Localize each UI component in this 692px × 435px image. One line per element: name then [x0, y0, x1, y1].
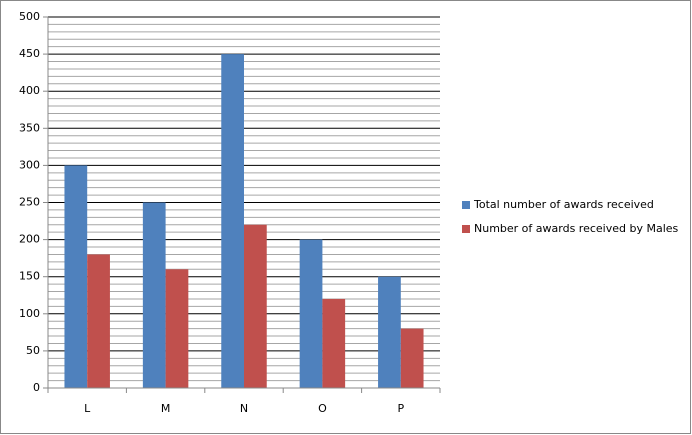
x-tick-label: O	[318, 402, 327, 415]
bar	[299, 239, 323, 388]
legend-label: Number of awards received by Males	[474, 222, 679, 235]
y-tick-label: 450	[19, 47, 40, 60]
y-tick-label: 350	[19, 121, 40, 134]
y-tick-label: 250	[19, 196, 40, 209]
y-tick-label: 100	[19, 307, 40, 320]
y-tick-label: 300	[19, 158, 40, 171]
y-tick-label: 0	[33, 381, 40, 394]
y-tick-label: 500	[19, 10, 40, 23]
legend-swatch	[462, 225, 470, 233]
bar	[142, 202, 166, 388]
legend-swatch	[462, 201, 470, 209]
y-tick-label: 150	[19, 270, 40, 283]
x-tick-label: N	[240, 402, 248, 415]
bar	[378, 276, 401, 388]
x-tick-label: P	[397, 402, 404, 415]
x-tick-label: L	[84, 402, 91, 415]
legend-label: Total number of awards received	[473, 198, 654, 211]
bar	[87, 254, 110, 388]
y-tick-label: 200	[19, 233, 40, 246]
bar	[221, 54, 244, 388]
bar	[322, 298, 346, 388]
bar	[64, 165, 88, 388]
bar	[400, 328, 424, 388]
y-tick-label: 400	[19, 84, 40, 97]
bar	[244, 224, 267, 388]
bar	[165, 269, 189, 388]
x-tick-label: M	[161, 402, 171, 415]
y-tick-label: 50	[26, 344, 40, 357]
